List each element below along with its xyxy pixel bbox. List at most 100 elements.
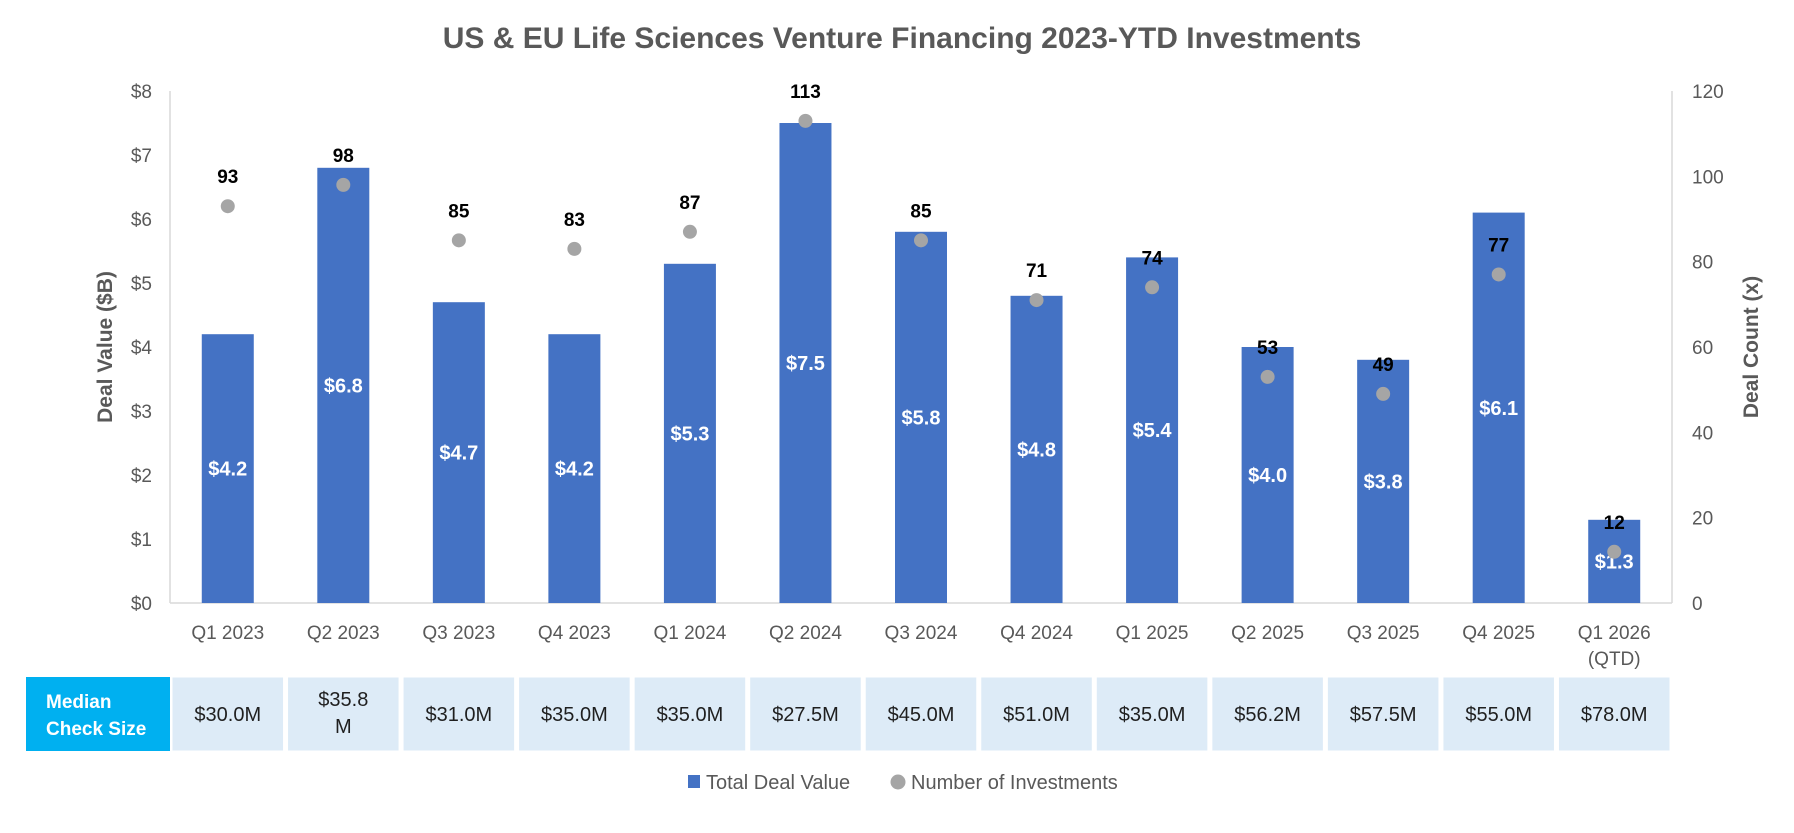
y2-tick-label: 60	[1692, 338, 1713, 359]
y2-tick-label: 20	[1692, 509, 1713, 530]
count-label: 71	[1026, 261, 1048, 282]
table-cell	[633, 676, 747, 752]
y-tick-label: $7	[131, 146, 152, 167]
x-tick-label: Q3 2025	[1347, 623, 1420, 644]
table-cell	[1095, 676, 1209, 752]
count-label: 85	[910, 201, 932, 222]
table-cell	[980, 676, 1093, 752]
count-label: 93	[217, 167, 238, 188]
count-point	[914, 233, 928, 248]
table-header-text: Check Size	[46, 719, 146, 740]
bar-value-label: $3.8	[1364, 471, 1403, 493]
y-tick-label: $4	[131, 338, 153, 359]
axes: $0 $1 $2 $3 $4 $5 $6 $7 $8 0 20 40 60 80 100 120 Deal Va…	[94, 82, 1763, 670]
bar-value-label: $4.7	[439, 443, 478, 465]
bar	[895, 231, 947, 604]
table-cell-text: $35.0M	[1119, 704, 1186, 726]
x-tick-label: Q1 2026	[1578, 623, 1651, 644]
x-tick-label: Q1 2025	[1116, 623, 1189, 644]
bar-value-label: $4.2	[208, 459, 247, 481]
x-tick-label: Q2 2025	[1231, 623, 1304, 644]
table-cell-text: $35.8	[318, 689, 368, 711]
table-cell	[171, 676, 285, 752]
table-cell-text: $55.0M	[1465, 704, 1532, 726]
y2-tick-label: 40	[1692, 423, 1713, 444]
bar-value-label: $6.1	[1479, 398, 1518, 420]
y2-tick-label: 0	[1692, 594, 1703, 615]
table-cell	[1326, 676, 1440, 752]
count-label: 53	[1257, 338, 1278, 359]
legend-bar-swatch	[688, 775, 700, 788]
table-cell	[1442, 676, 1555, 752]
bar-value-label: $5.4	[1133, 420, 1173, 442]
count-label: 12	[1604, 513, 1625, 534]
bar-value-label: $4.2	[555, 459, 594, 481]
y-axis-title: Deal Value ($B)	[94, 271, 117, 423]
dot-series: 93 98 85 83 87 113 85 71 74 53 49 77 12	[217, 82, 1625, 559]
count-point	[1376, 386, 1391, 401]
bar-value-label: $7.5	[786, 353, 825, 375]
table-cell-text: $51.0M	[1003, 704, 1070, 726]
x-tick-label: Q4 2023	[538, 623, 611, 644]
table-cell	[1211, 676, 1324, 752]
y2-tick-label: 100	[1692, 167, 1724, 188]
count-label: 83	[564, 210, 585, 231]
table-cell-text: $78.0M	[1581, 704, 1648, 726]
x-tick-label: Q3 2024	[885, 623, 958, 644]
legend-dot-swatch	[890, 774, 906, 790]
bar-value-label: $4.8	[1017, 439, 1056, 461]
count-point	[1260, 369, 1275, 384]
count-point	[1029, 293, 1044, 308]
count-label: 85	[448, 201, 470, 222]
count-label: 77	[1488, 235, 1509, 256]
table-cell-text: $27.5M	[772, 704, 839, 726]
y2-axis-title: Deal Count (x)	[1740, 276, 1763, 418]
bar	[548, 334, 601, 603]
table-header-cell	[26, 677, 170, 751]
bar	[317, 167, 370, 604]
x-tick-label: Q1 2023	[191, 623, 264, 644]
bar	[663, 263, 716, 603]
count-point	[682, 224, 697, 239]
bar-value-label: $4.0	[1248, 465, 1287, 487]
table-cell-text: $45.0M	[888, 704, 955, 726]
y2-tick-label: 80	[1692, 253, 1713, 274]
y2-tick-label: 120	[1692, 82, 1724, 103]
x-tick-label: (QTD)	[1588, 649, 1641, 670]
legend: Total Deal Value Number of Investments	[688, 772, 1118, 794]
x-tick-label: Q3 2023	[422, 623, 495, 644]
count-label: 74	[1142, 248, 1164, 269]
table-cell-text: $30.0M	[194, 704, 261, 726]
y-tick-label: $3	[131, 402, 152, 423]
count-point	[567, 241, 582, 256]
table-cell	[518, 676, 631, 752]
table-cell	[749, 676, 862, 752]
chart-title: US & EU Life Sciences Venture Financing …	[443, 22, 1362, 55]
table-cell-text: $57.5M	[1350, 704, 1417, 726]
y-tick-label: $2	[131, 466, 152, 487]
count-point	[1145, 280, 1160, 295]
bar	[201, 334, 254, 603]
bar-value-label: $6.8	[324, 375, 363, 397]
legend-label: Total Deal Value	[706, 772, 850, 794]
bar-value-label: $1.3	[1595, 551, 1634, 573]
x-tick-label: Q4 2024	[1000, 623, 1073, 644]
count-point	[798, 113, 813, 128]
count-label: 87	[679, 193, 700, 214]
y-tick-label: $5	[131, 274, 152, 295]
count-point	[220, 199, 235, 214]
table-cell-text: $35.0M	[541, 704, 608, 726]
count-point	[336, 177, 351, 192]
count-point	[1607, 544, 1622, 559]
bar	[432, 302, 485, 603]
table-cell	[402, 676, 516, 752]
table-cell	[287, 676, 400, 752]
table-cell-text: M	[335, 716, 352, 738]
count-label: 98	[333, 146, 354, 167]
bar	[1588, 519, 1641, 603]
table-cell-text: $35.0M	[657, 704, 724, 726]
bar	[779, 123, 832, 603]
count-label: 113	[790, 82, 821, 103]
legend-label: Number of Investments	[911, 772, 1118, 794]
